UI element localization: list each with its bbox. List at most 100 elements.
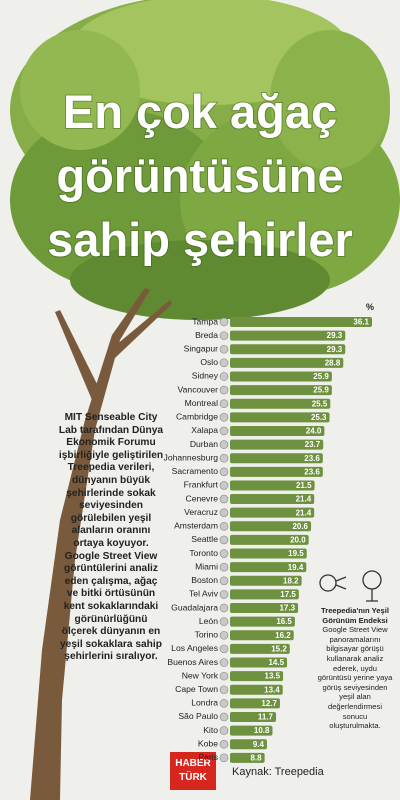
note-text: Google Street View panoramalarını bilgis… xyxy=(317,625,393,731)
bar xyxy=(230,562,307,573)
title-line: sahip şehirler xyxy=(47,213,353,266)
value-label: 19.4 xyxy=(288,563,304,572)
bar xyxy=(230,534,309,545)
value-label: 25.3 xyxy=(311,413,327,422)
note: Treepedia'nın Yeşil Görünüm Endeksi Googl… xyxy=(316,606,394,731)
flag xyxy=(219,699,229,708)
flag xyxy=(219,372,229,381)
value-label: 14.5 xyxy=(268,658,284,667)
flag xyxy=(219,576,229,586)
tree-canopy xyxy=(10,0,400,320)
city-label: Sacramento xyxy=(172,466,219,476)
bar xyxy=(230,603,299,614)
value-label: 19.5 xyxy=(288,549,304,558)
city-label: Kobe xyxy=(198,738,218,748)
city-label: Veracruz xyxy=(184,507,218,517)
city-label: Cambridge xyxy=(176,412,218,422)
value-label: 21.4 xyxy=(296,495,312,504)
bar xyxy=(230,507,315,518)
unit-label: % xyxy=(366,302,374,312)
flag xyxy=(219,562,229,572)
city-label: Durban xyxy=(190,439,218,449)
city-label: Singapur xyxy=(184,344,219,354)
bar xyxy=(230,357,344,368)
logo-text: HABER xyxy=(175,758,211,769)
flag xyxy=(219,644,229,654)
city-label: Sidney xyxy=(192,371,219,381)
flag xyxy=(219,399,229,409)
flag xyxy=(219,426,229,436)
city-label: Cenevre xyxy=(186,493,219,503)
value-label: 21.4 xyxy=(296,508,312,517)
city-label: León xyxy=(199,616,218,626)
bar xyxy=(230,330,346,341)
bar xyxy=(230,466,323,477)
city-label: Guadalajara xyxy=(171,602,218,612)
bar xyxy=(230,643,290,654)
value-label: 25.9 xyxy=(313,386,329,395)
flag xyxy=(219,440,229,449)
bar xyxy=(230,575,302,586)
value-label: 20.6 xyxy=(292,522,308,531)
city-label: Tel Aviv xyxy=(189,589,219,599)
flag xyxy=(219,453,229,463)
value-label: 17.3 xyxy=(279,604,295,613)
flag xyxy=(219,671,229,681)
flag xyxy=(219,385,229,395)
city-label: Vancouver xyxy=(178,384,219,394)
value-label: 20.0 xyxy=(290,536,306,545)
value-label: 17.5 xyxy=(280,590,296,599)
bar xyxy=(230,548,307,559)
bar xyxy=(230,630,294,641)
value-label: 10.8 xyxy=(254,726,270,735)
flag xyxy=(219,603,229,613)
value-label: 15.2 xyxy=(271,644,287,653)
flag xyxy=(219,549,229,558)
city-label: Buenos Aires xyxy=(167,657,218,667)
value-label: 16.2 xyxy=(275,631,291,640)
bar xyxy=(230,698,280,709)
value-label: 25.9 xyxy=(313,372,329,381)
city-label: Cape Town xyxy=(175,684,218,694)
bar xyxy=(230,684,283,695)
value-label: 12.7 xyxy=(261,699,277,708)
source: Kaynak: Treepedia xyxy=(232,766,324,778)
value-label: 11.7 xyxy=(258,713,274,722)
city-label: Tampa xyxy=(192,316,218,326)
flag xyxy=(219,590,229,599)
city-label: Miami xyxy=(195,561,218,571)
value-label: 29.3 xyxy=(327,345,343,354)
bar xyxy=(230,453,323,464)
logo-box xyxy=(170,752,216,790)
value-label: 24.0 xyxy=(306,427,322,436)
flag xyxy=(219,535,229,545)
logo-text: TÜRK xyxy=(179,770,208,783)
bar xyxy=(230,589,299,600)
flag xyxy=(219,413,229,422)
bar xyxy=(230,752,265,763)
city-label: Frankfurt xyxy=(184,480,219,490)
bar xyxy=(230,371,332,382)
city-label: Montreal xyxy=(185,398,219,408)
title-line: görüntüsüne xyxy=(56,149,343,202)
city-label: Oslo xyxy=(200,357,218,367)
city-label: Xalapa xyxy=(191,425,218,435)
city-label: Kito xyxy=(203,725,218,735)
bar xyxy=(230,439,324,450)
bar xyxy=(230,725,273,736)
city-label: Londra xyxy=(191,698,218,708)
bar xyxy=(230,480,315,491)
value-label: 18.2 xyxy=(283,576,299,585)
value-label: 23.6 xyxy=(304,454,320,463)
bar xyxy=(230,616,295,627)
flag xyxy=(219,739,229,749)
bar xyxy=(230,385,332,396)
bar xyxy=(230,521,312,532)
value-label: 25.5 xyxy=(312,399,328,408)
flag xyxy=(219,508,229,517)
value-label: 23.7 xyxy=(305,440,321,449)
flag xyxy=(219,617,229,626)
city-label: Torino xyxy=(195,630,219,640)
flag xyxy=(219,344,229,354)
